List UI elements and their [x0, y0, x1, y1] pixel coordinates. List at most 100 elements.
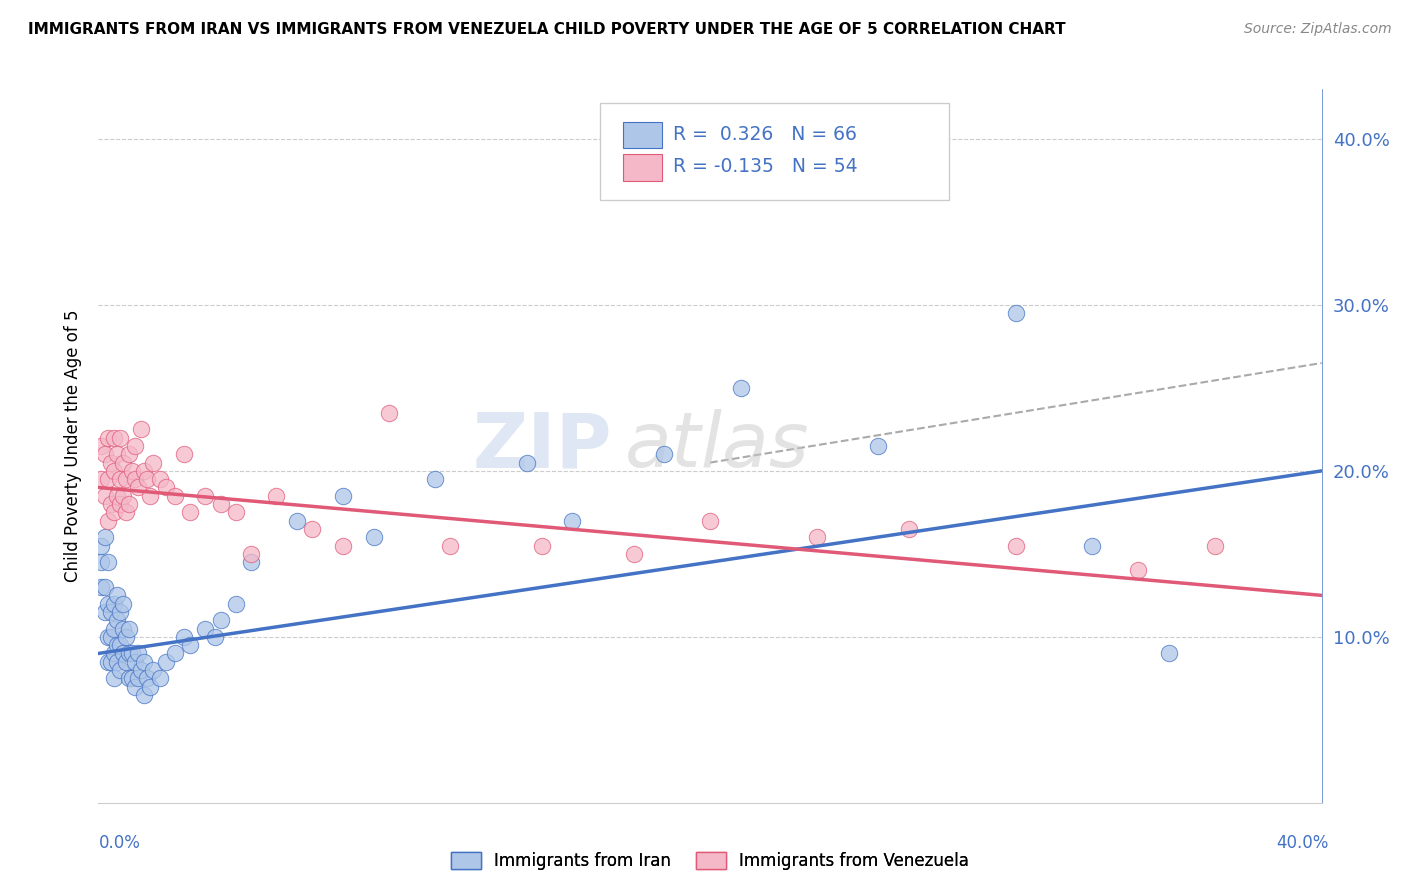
Point — [90, 580, 112, 594]
Point — [129, 422, 152, 436]
Point — [97, 630, 120, 644]
Point — [155, 481, 177, 495]
Point — [121, 464, 143, 478]
Point — [100, 456, 122, 470]
Point — [209, 613, 232, 627]
Point — [623, 547, 645, 561]
Point — [136, 472, 159, 486]
Text: Source: ZipAtlas.com: Source: ZipAtlas.com — [1244, 22, 1392, 37]
Point — [103, 622, 125, 636]
Point — [118, 497, 141, 511]
Point — [111, 647, 134, 661]
FancyBboxPatch shape — [623, 122, 662, 148]
Text: ZIP: ZIP — [472, 409, 612, 483]
Point — [129, 663, 152, 677]
Point — [516, 456, 538, 470]
Point — [108, 638, 131, 652]
Point — [108, 663, 131, 677]
FancyBboxPatch shape — [623, 154, 662, 180]
Point — [127, 481, 149, 495]
Point — [118, 447, 141, 461]
Point — [1004, 306, 1026, 320]
Point — [90, 555, 112, 569]
Point — [163, 489, 186, 503]
Point — [115, 472, 138, 486]
Point — [115, 630, 138, 644]
Point — [97, 514, 120, 528]
Point — [149, 671, 172, 685]
Point — [264, 489, 287, 503]
Point — [108, 472, 131, 486]
Point — [1004, 539, 1026, 553]
Point — [127, 671, 149, 685]
Point — [115, 655, 138, 669]
Point — [136, 671, 159, 685]
Point — [111, 456, 134, 470]
Point — [100, 605, 122, 619]
Point — [103, 647, 125, 661]
Point — [124, 439, 146, 453]
Point — [363, 530, 385, 544]
Point — [699, 514, 721, 528]
Point — [103, 671, 125, 685]
Point — [97, 555, 120, 569]
Point — [121, 671, 143, 685]
Point — [332, 539, 354, 553]
Point — [93, 580, 115, 594]
Point — [111, 597, 134, 611]
Point — [155, 655, 177, 669]
Point — [118, 622, 141, 636]
Point — [97, 655, 120, 669]
Legend: Immigrants from Iran, Immigrants from Venezuela: Immigrants from Iran, Immigrants from Ve… — [444, 845, 976, 877]
Point — [134, 464, 156, 478]
Point — [90, 472, 112, 486]
Point — [111, 622, 134, 636]
Point — [105, 655, 128, 669]
Point — [439, 539, 461, 553]
Point — [139, 680, 162, 694]
Point — [897, 522, 920, 536]
Text: R =  0.326   N = 66: R = 0.326 N = 66 — [673, 126, 858, 145]
Point — [204, 630, 226, 644]
Point — [561, 514, 583, 528]
Point — [194, 489, 217, 503]
Point — [115, 505, 138, 519]
Point — [124, 680, 146, 694]
Point — [142, 663, 165, 677]
Point — [301, 522, 323, 536]
Point — [103, 464, 125, 478]
Point — [179, 638, 201, 652]
Point — [105, 447, 128, 461]
Point — [118, 647, 141, 661]
Point — [100, 655, 122, 669]
Point — [139, 489, 162, 503]
Point — [1128, 564, 1150, 578]
Point — [103, 505, 125, 519]
Point — [108, 497, 131, 511]
Text: atlas: atlas — [624, 409, 808, 483]
Text: R = -0.135   N = 54: R = -0.135 N = 54 — [673, 158, 858, 177]
Point — [868, 439, 890, 453]
Point — [149, 472, 172, 486]
Point — [240, 547, 263, 561]
Point — [225, 505, 247, 519]
Point — [121, 647, 143, 661]
Point — [105, 489, 128, 503]
Point — [142, 456, 165, 470]
Point — [173, 447, 195, 461]
Point — [93, 447, 115, 461]
Point — [423, 472, 446, 486]
Text: IMMIGRANTS FROM IRAN VS IMMIGRANTS FROM VENEZUELA CHILD POVERTY UNDER THE AGE OF: IMMIGRANTS FROM IRAN VS IMMIGRANTS FROM … — [28, 22, 1066, 37]
Point — [100, 497, 122, 511]
Point — [111, 489, 134, 503]
Point — [93, 530, 115, 544]
Point — [108, 431, 131, 445]
Point — [127, 647, 149, 661]
Point — [285, 514, 308, 528]
Point — [530, 539, 553, 553]
Point — [105, 613, 128, 627]
Point — [1081, 539, 1104, 553]
Text: 0.0%: 0.0% — [98, 834, 141, 852]
Point — [179, 505, 201, 519]
Point — [124, 472, 146, 486]
